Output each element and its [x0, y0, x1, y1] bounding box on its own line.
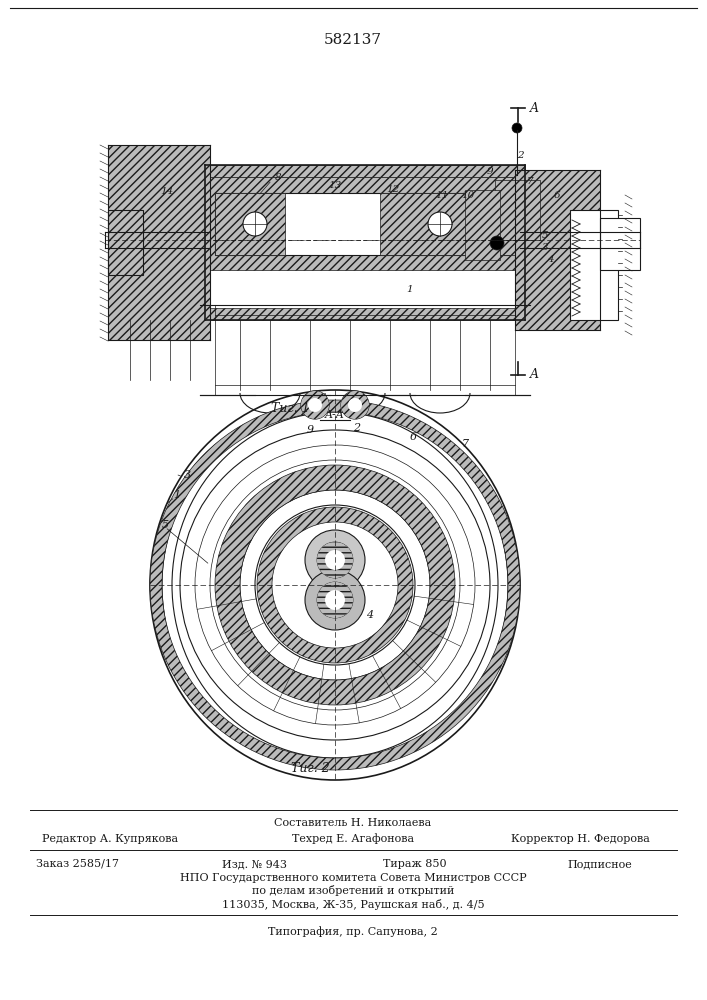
Text: 10: 10: [462, 192, 474, 200]
Bar: [600, 218, 640, 270]
Text: Техред Е. Агафонова: Техред Е. Агафонова: [292, 834, 414, 844]
Bar: [515, 170, 600, 330]
Bar: [205, 308, 525, 320]
Text: Тираж 850: Тираж 850: [383, 859, 447, 869]
Text: 1: 1: [407, 286, 414, 294]
Text: A: A: [530, 102, 539, 114]
Text: 9: 9: [306, 425, 314, 435]
Text: НПО Государственного комитета Совета Министров СССР: НПО Государственного комитета Совета Мин…: [180, 873, 526, 883]
Wedge shape: [215, 465, 455, 705]
Bar: [205, 165, 525, 177]
Wedge shape: [341, 391, 369, 419]
Circle shape: [243, 212, 267, 236]
Text: Составитель Н. Николаева: Составитель Н. Николаева: [274, 818, 432, 828]
Wedge shape: [317, 542, 353, 578]
Text: Изд. № 943: Изд. № 943: [223, 859, 288, 869]
Text: Корректор Н. Федорова: Корректор Н. Федорова: [510, 834, 650, 844]
Circle shape: [325, 575, 345, 595]
Text: по делам изобретений и открытий: по делам изобретений и открытий: [252, 886, 454, 896]
Text: 7: 7: [527, 178, 533, 186]
Text: Τиг. 1: Τиг. 1: [271, 401, 310, 414]
Text: 11: 11: [436, 192, 449, 200]
Wedge shape: [150, 400, 520, 770]
Bar: [570, 210, 618, 320]
Bar: [495, 180, 540, 240]
Wedge shape: [317, 582, 353, 618]
Text: A-A: A-A: [325, 410, 345, 420]
Bar: [215, 193, 510, 255]
Bar: [210, 177, 515, 270]
Text: 12: 12: [386, 186, 399, 194]
Circle shape: [317, 567, 353, 603]
Text: 14: 14: [160, 188, 174, 196]
Circle shape: [305, 570, 365, 630]
Text: 6: 6: [409, 432, 416, 442]
Text: A: A: [530, 368, 539, 381]
Text: 2: 2: [354, 423, 361, 433]
Bar: [380, 193, 515, 255]
Text: 13: 13: [328, 180, 341, 190]
Text: Редактор А. Купрякова: Редактор А. Купрякова: [42, 834, 178, 844]
Text: Типография, пр. Сапунова, 2: Типография, пр. Сапунова, 2: [268, 927, 438, 937]
Text: Заказ 2585/17: Заказ 2585/17: [35, 859, 119, 869]
Text: 3: 3: [183, 470, 191, 480]
Wedge shape: [257, 507, 413, 663]
Circle shape: [341, 391, 369, 419]
Bar: [215, 193, 285, 255]
Circle shape: [305, 530, 365, 590]
Text: Τиг. 2: Τиг. 2: [291, 762, 329, 774]
Text: 5: 5: [542, 231, 549, 239]
Circle shape: [428, 212, 452, 236]
Circle shape: [317, 542, 353, 578]
Text: Подписное: Подписное: [568, 859, 632, 869]
Bar: [465, 190, 500, 260]
Text: 2: 2: [517, 150, 523, 159]
Text: 582137: 582137: [324, 33, 382, 47]
Circle shape: [317, 582, 353, 618]
Text: 8: 8: [275, 174, 281, 182]
Circle shape: [301, 391, 329, 419]
Text: 5: 5: [161, 520, 168, 530]
Text: 4: 4: [547, 255, 554, 264]
Circle shape: [512, 123, 522, 133]
Circle shape: [490, 236, 504, 250]
Bar: [108, 145, 210, 340]
Text: 6: 6: [554, 190, 561, 200]
Text: 3: 3: [542, 243, 549, 252]
Text: 9: 9: [486, 167, 493, 176]
Bar: [108, 210, 143, 275]
Text: 113035, Москва, Ж-35, Раушская наб., д. 4/5: 113035, Москва, Ж-35, Раушская наб., д. …: [222, 898, 484, 910]
Text: 7: 7: [462, 439, 469, 449]
Text: 1: 1: [173, 490, 180, 500]
Text: 4: 4: [366, 610, 373, 620]
Wedge shape: [301, 391, 329, 419]
